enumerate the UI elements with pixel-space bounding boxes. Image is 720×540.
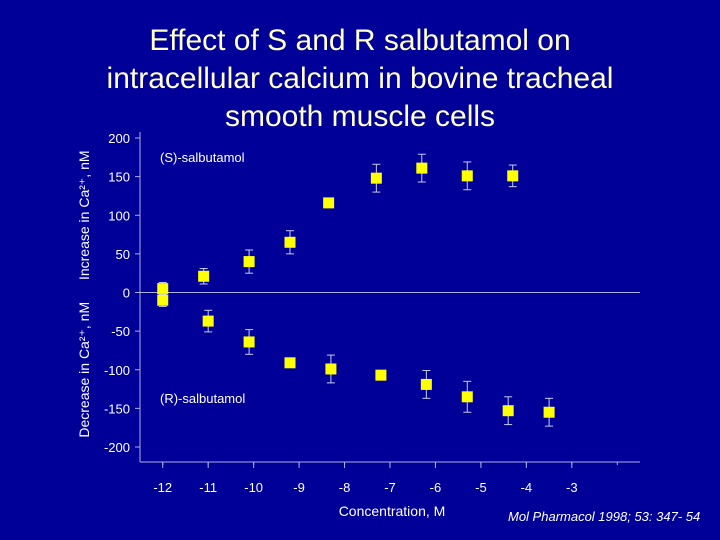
- x-tick-label: -10: [244, 480, 263, 495]
- y-tick-label: 200: [108, 131, 130, 146]
- series-label-s: (S)-salbutamol: [160, 150, 245, 165]
- x-tick-label: -12: [153, 480, 172, 495]
- s-salbutamol-point: [370, 172, 382, 184]
- x-tick-label: -4: [521, 480, 533, 495]
- title-line-3: smooth muscle cells: [224, 100, 496, 133]
- x-tick-label: -11: [199, 480, 217, 495]
- s-salbutamol-point: [416, 162, 428, 174]
- slide-title: Effect of S and R salbutamol on intracell…: [40, 22, 680, 136]
- y-tick-label: 150: [108, 170, 130, 185]
- r-salbutamol-point: [284, 357, 296, 369]
- s-salbutamol-point: [461, 170, 473, 182]
- series-label-r: (R)-salbutamol: [160, 391, 245, 406]
- r-salbutamol-point: [461, 391, 473, 403]
- r-salbutamol-point: [157, 294, 169, 306]
- r-salbutamol-point: [202, 315, 214, 327]
- s-salbutamol-point: [507, 170, 519, 182]
- s-salbutamol-point: [198, 270, 210, 282]
- s-salbutamol-point: [284, 236, 296, 248]
- r-salbutamol-point: [502, 405, 514, 417]
- y-tick-label: -200: [104, 440, 130, 455]
- x-tick-label: -3: [566, 480, 578, 495]
- x-tick-label: -8: [339, 480, 351, 495]
- x-tick-label: -6: [430, 480, 442, 495]
- s-salbutamol-point: [243, 256, 255, 268]
- r-salbutamol-point: [543, 406, 555, 418]
- y-tick-label: 0: [123, 286, 130, 301]
- y-axis-label-decrease: Decrease in Ca²⁺, nM: [76, 302, 92, 438]
- y-tick-label: -50: [111, 324, 130, 339]
- s-salbutamol-point: [323, 197, 335, 209]
- r-salbutamol-point: [325, 363, 337, 375]
- title-line-1: Effect of S and R salbutamol on: [149, 24, 571, 57]
- x-axis-label: Concentration, M: [339, 503, 446, 519]
- s-salbutamol-point: [157, 283, 169, 295]
- citation: Mol Pharmacol 1998; 53: 347- 54: [508, 509, 701, 524]
- y-axis-label-increase: Increase in Ca²⁺, nM: [76, 150, 92, 280]
- r-salbutamol-point: [420, 378, 432, 390]
- title-line-2: intracellular calcium in bovine tracheal: [106, 62, 614, 95]
- x-tick-label: -5: [475, 480, 487, 495]
- r-salbutamol-point: [375, 369, 387, 381]
- r-salbutamol-point: [243, 336, 255, 348]
- x-tick-label: -9: [293, 480, 305, 495]
- y-tick-label: -150: [104, 401, 130, 416]
- y-tick-label: 50: [116, 247, 130, 262]
- y-tick-label: -100: [104, 363, 130, 378]
- y-tick-label: 100: [108, 208, 130, 223]
- x-tick-label: -7: [384, 480, 396, 495]
